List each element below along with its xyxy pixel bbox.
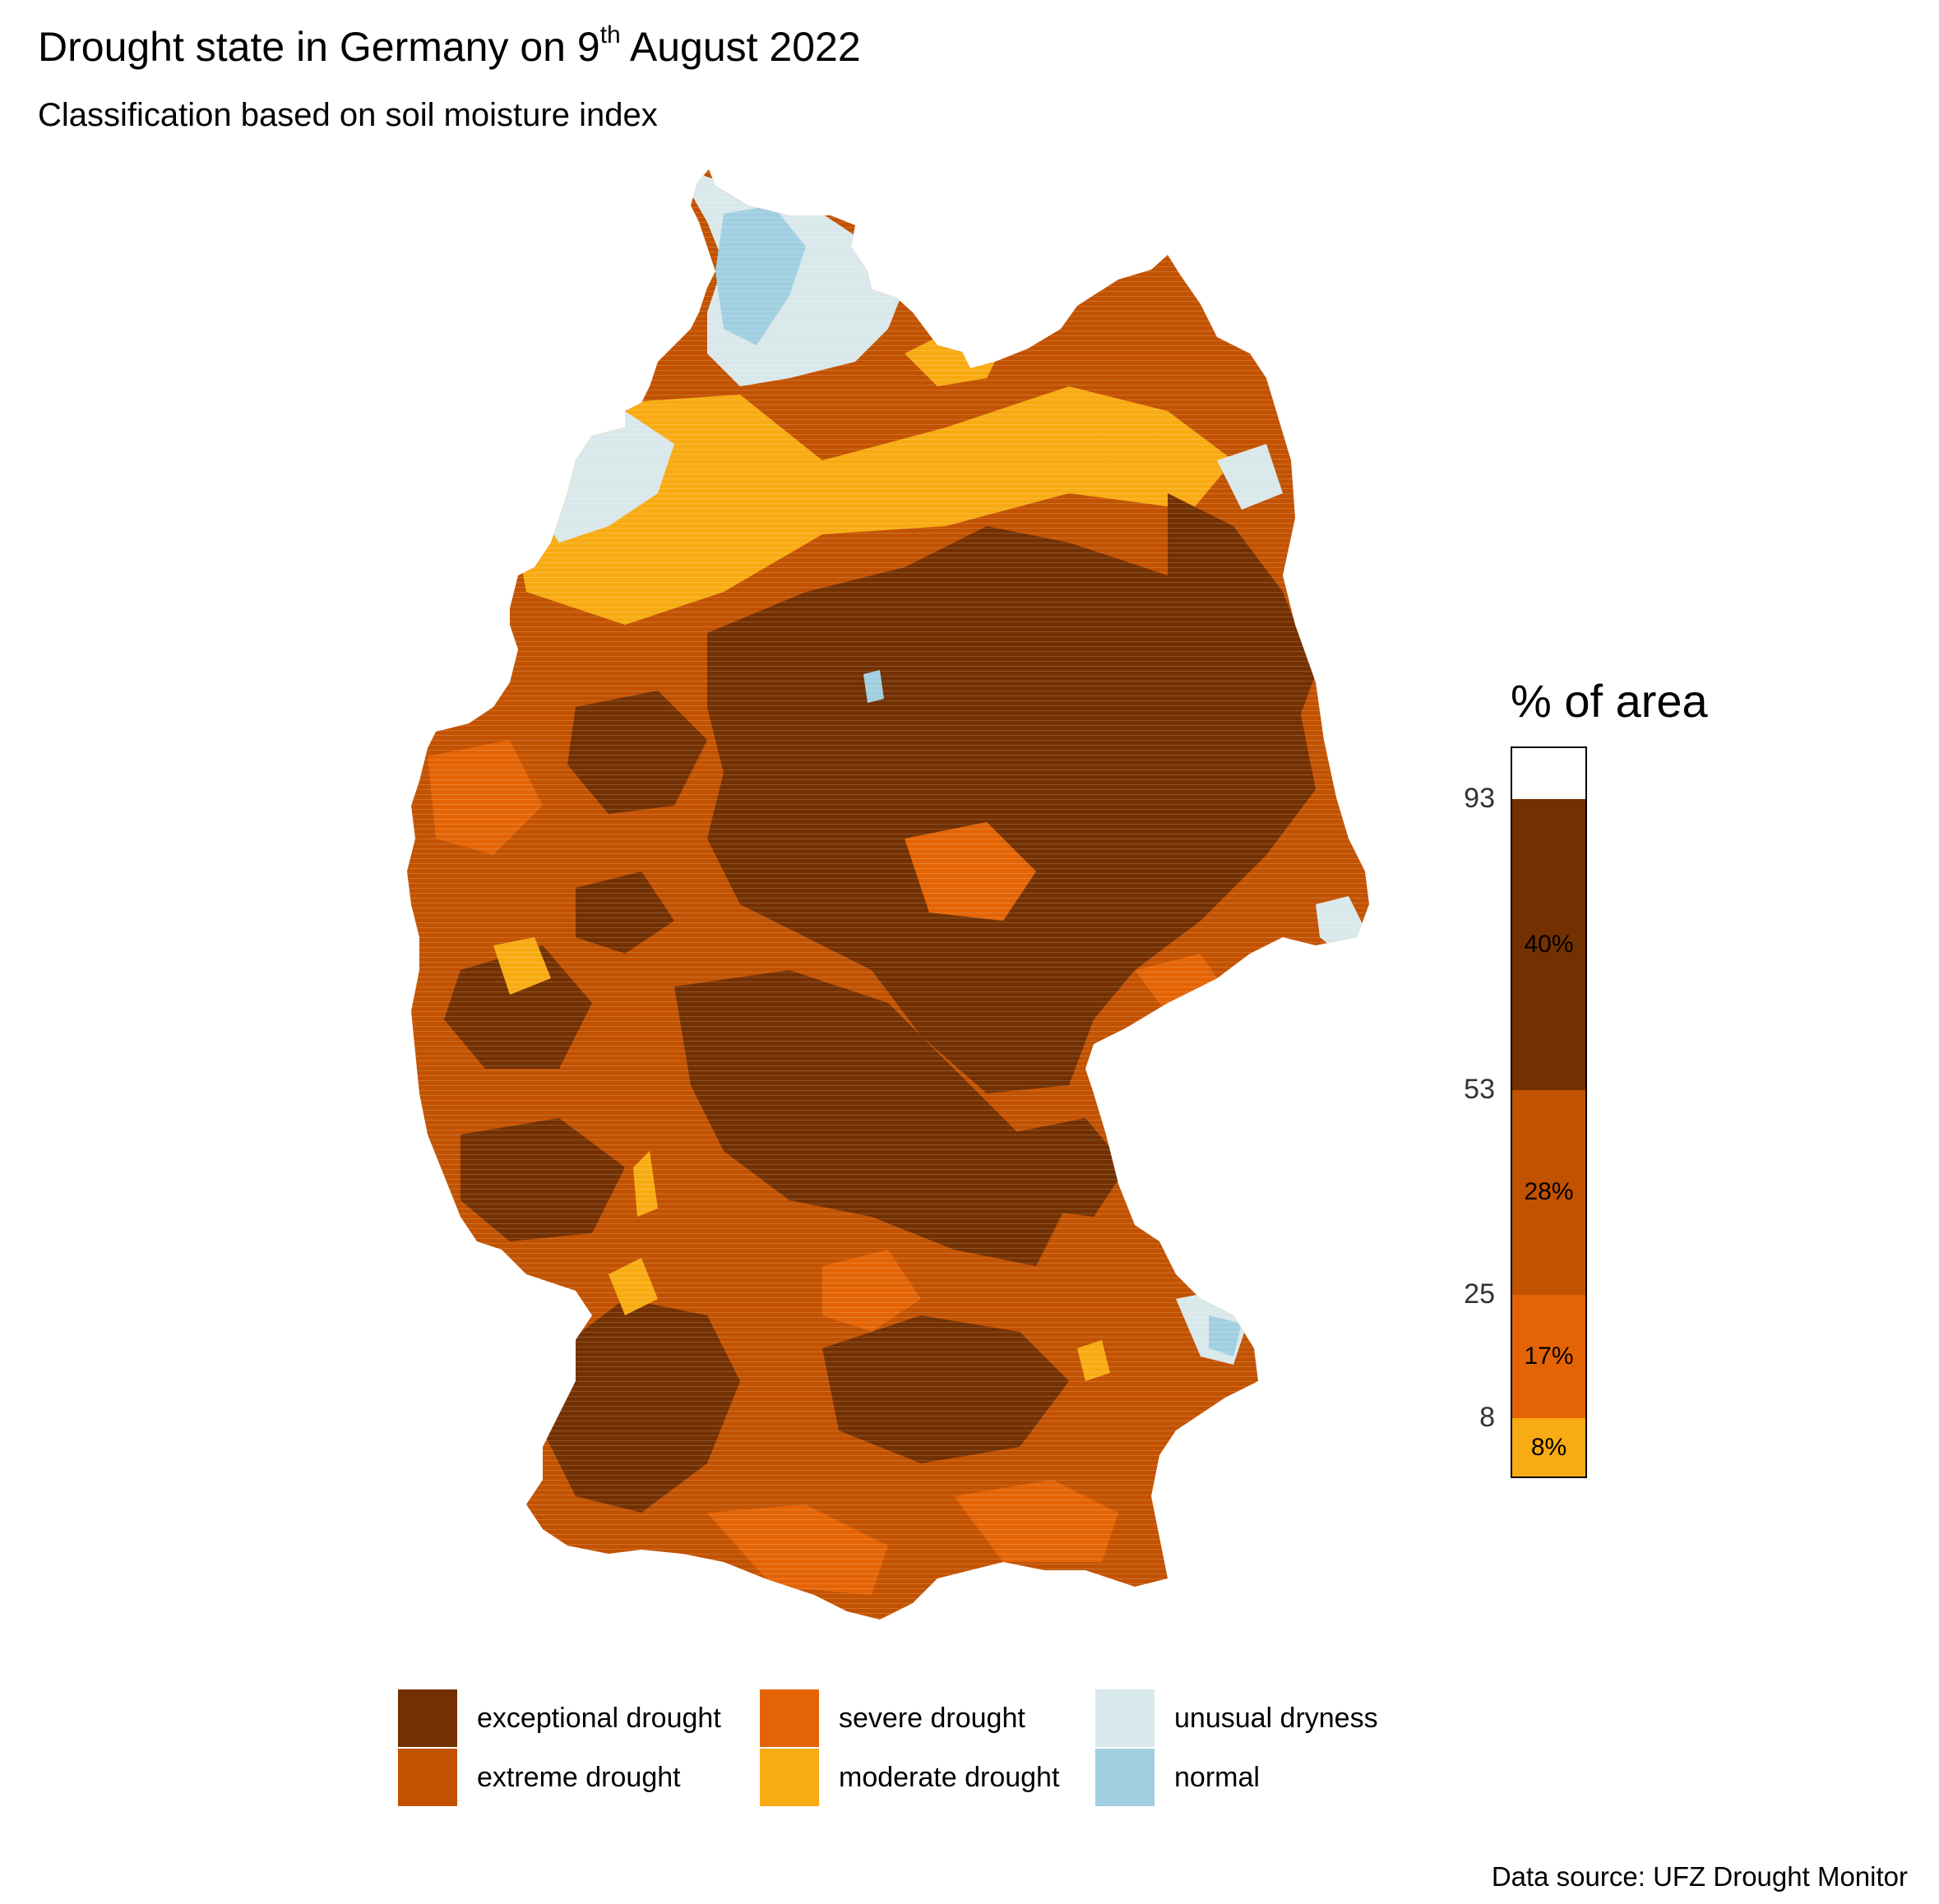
legend-item-unusual: unusual dryness — [1095, 1689, 1378, 1748]
area-bar-label-severe: 17% — [1524, 1342, 1574, 1370]
legend-item-exceptional: exceptional drought — [398, 1689, 721, 1748]
area-bar-tick: 53 — [1464, 1074, 1495, 1106]
area-bar-tick: 93 — [1464, 783, 1495, 815]
area-bar-label-extreme: 28% — [1524, 1178, 1574, 1206]
area-bar-segment-extreme: 28% — [1512, 1090, 1585, 1295]
legend-label-exceptional: exceptional drought — [477, 1702, 721, 1734]
legend-swatch-unusual — [1095, 1689, 1155, 1747]
area-bar-title: % of area — [1511, 675, 1708, 727]
area-bar-segment-severe: 17% — [1512, 1294, 1585, 1419]
legend-label-moderate: moderate drought — [839, 1761, 1060, 1793]
area-bar-label-exceptional: 40% — [1524, 931, 1574, 959]
legend-item-extreme: extreme drought — [398, 1748, 681, 1807]
legend-item-severe: severe drought — [760, 1689, 1025, 1748]
legend-item-normal: normal — [1095, 1748, 1260, 1807]
chart-subtitle: Classification based on soil moisture in… — [38, 97, 658, 133]
data-source: Data source: UFZ Drought Monitor — [1491, 1861, 1908, 1892]
area-bar-segment-moderate: 8% — [1512, 1418, 1585, 1477]
legend-swatch-normal — [1095, 1749, 1155, 1806]
chart-title: Drought state in Germany on 9th August 2… — [38, 21, 861, 70]
legend-swatch-exceptional — [398, 1689, 457, 1747]
legend-label-normal: normal — [1174, 1761, 1260, 1793]
legend-swatch-moderate — [760, 1749, 819, 1806]
area-bar-tick: 25 — [1464, 1278, 1495, 1310]
drought-map — [407, 169, 1369, 1620]
area-bar-segment-exceptional: 40% — [1512, 799, 1585, 1091]
legend-label-severe: severe drought — [839, 1702, 1025, 1734]
legend-swatch-severe — [760, 1689, 819, 1747]
legend-label-extreme: extreme drought — [477, 1761, 681, 1793]
legend-item-moderate: moderate drought — [760, 1748, 1059, 1807]
area-bar: 8% 17% 28% 40% — [1511, 746, 1587, 1478]
area-bar-tick: 8 — [1479, 1402, 1495, 1434]
legend-swatch-extreme — [398, 1749, 457, 1806]
legend-label-unusual: unusual dryness — [1174, 1702, 1378, 1734]
area-bar-label-moderate: 8% — [1530, 1433, 1567, 1461]
